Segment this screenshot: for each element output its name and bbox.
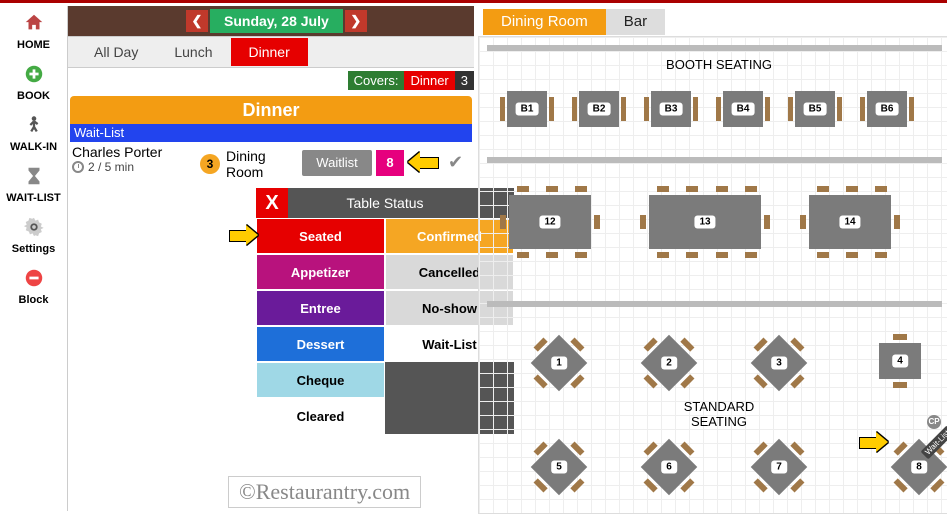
section-header: Dinner — [70, 96, 472, 124]
plus-icon — [23, 63, 45, 85]
sidebar: HOME BOOK WALK-IN WAIT-LIST Settings Blo… — [0, 6, 68, 511]
sidebar-item-block[interactable]: Block — [0, 261, 67, 312]
table-badge[interactable]: 8 — [376, 150, 404, 176]
status-close-button[interactable]: X — [256, 188, 288, 218]
status-option-cheque[interactable]: Cheque — [256, 362, 385, 398]
meal-tab-allday[interactable]: All Day — [76, 38, 156, 66]
confirm-check-icon[interactable]: ✔ — [448, 152, 463, 173]
table-b6[interactable]: B6 — [867, 91, 907, 127]
table-2[interactable]: 2 — [641, 335, 698, 392]
table-status-panel: X Table Status SeatedAppetizerEntreeDess… — [256, 188, 514, 434]
date-label[interactable]: Sunday, 28 July — [210, 9, 343, 33]
meal-tab-dinner[interactable]: Dinner — [231, 38, 308, 66]
sidebar-label: WAIT-LIST — [6, 192, 60, 204]
sidebar-label: Block — [19, 294, 49, 306]
sidebar-item-home[interactable]: HOME — [0, 6, 67, 57]
covers-summary: Covers:Dinner3 — [68, 71, 474, 93]
clock-icon — [72, 161, 84, 173]
sidebar-item-settings[interactable]: Settings — [0, 210, 67, 261]
table-6[interactable]: 6 — [641, 439, 698, 496]
table-b4[interactable]: B4 — [723, 91, 763, 127]
sidebar-item-walkin[interactable]: WALK-IN — [0, 108, 67, 159]
minus-icon — [23, 267, 45, 289]
date-next-button[interactable]: ❯ — [345, 10, 367, 32]
table-13[interactable]: 13 — [649, 195, 761, 249]
covers-count: 3 — [455, 71, 474, 90]
covers-label: Covers: — [348, 71, 405, 90]
table-b2[interactable]: B2 — [579, 91, 619, 127]
gear-icon — [23, 216, 45, 238]
hourglass-icon — [23, 165, 45, 187]
covers-badge: 3 — [200, 154, 220, 174]
table-b3[interactable]: B3 — [651, 91, 691, 127]
table-3[interactable]: 3 — [751, 335, 808, 392]
sidebar-label: HOME — [17, 39, 50, 51]
status-button[interactable]: Waitlist — [302, 150, 372, 176]
status-option-entree[interactable]: Entree — [256, 290, 385, 326]
wall — [487, 157, 942, 163]
room-label: Dining Room — [226, 148, 286, 180]
status-option-appetizer[interactable]: Appetizer — [256, 254, 385, 290]
date-prev-button[interactable]: ❮ — [186, 10, 208, 32]
table-4[interactable]: 4 — [879, 343, 921, 379]
table-b5[interactable]: B5 — [795, 91, 835, 127]
floor-plan[interactable]: BOOTH SEATING STANDARD SEATING CHEF B1B2… — [478, 36, 947, 514]
sidebar-label: WALK-IN — [10, 141, 57, 153]
watermark: ©Restaurantry.com — [228, 476, 421, 508]
room-tabs: Dining Room Bar — [483, 9, 665, 35]
table-14[interactable]: 14 — [809, 195, 891, 249]
date-bar: ❮ Sunday, 28 July ❯ — [68, 6, 474, 36]
home-icon — [23, 12, 45, 34]
wall — [487, 45, 942, 51]
room-tab-bar[interactable]: Bar — [606, 9, 665, 35]
wall — [487, 301, 942, 307]
table-5[interactable]: 5 — [531, 439, 588, 496]
meal-tab-lunch[interactable]: Lunch — [156, 38, 230, 66]
table-1[interactable]: 1 — [531, 335, 588, 392]
status-panel-title: X Table Status — [256, 188, 514, 218]
room-tab-dining[interactable]: Dining Room — [483, 9, 606, 35]
booth-seating-label: BOOTH SEATING — [639, 57, 799, 72]
status-option-cleared[interactable]: Cleared — [256, 398, 385, 434]
walk-icon — [23, 114, 45, 136]
status-option-dessert[interactable]: Dessert — [256, 326, 385, 362]
table-b1[interactable]: B1 — [507, 91, 547, 127]
waitlist-header: Wait-List — [70, 124, 472, 142]
sidebar-label: Settings — [12, 243, 55, 255]
meal-tabs: All Day Lunch Dinner — [68, 36, 474, 68]
standard-seating-label: STANDARD SEATING — [664, 399, 774, 429]
table-12[interactable]: 12 — [509, 195, 591, 249]
sidebar-label: BOOK — [17, 90, 50, 102]
covers-meal: Dinner — [404, 71, 454, 90]
table-7[interactable]: 7 — [751, 439, 808, 496]
sidebar-item-book[interactable]: BOOK — [0, 57, 67, 108]
guest-marker-icon: CP — [927, 415, 941, 429]
status-option-seated[interactable]: Seated — [256, 218, 385, 254]
sidebar-item-waitlist[interactable]: WAIT-LIST — [0, 159, 67, 210]
